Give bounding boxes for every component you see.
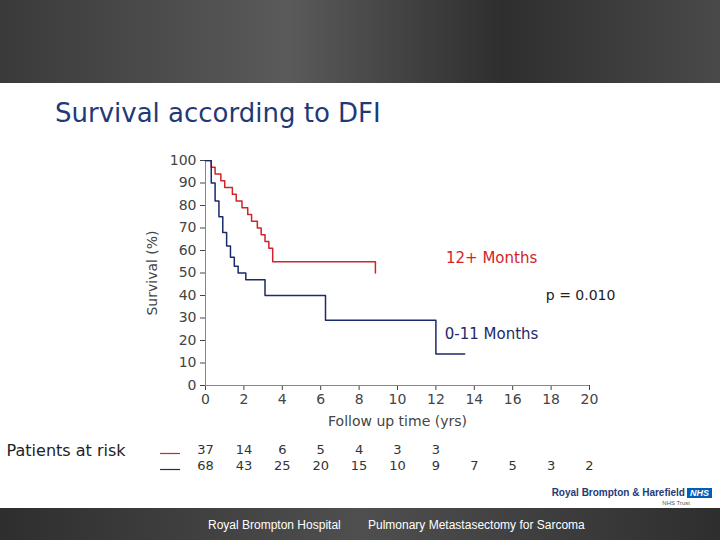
svg-text:3: 3 [393, 442, 401, 457]
html-text:NHS Trust: NHS Trust [662, 500, 690, 506]
html-text:NHS: NHS [690, 488, 709, 498]
svg-text:2: 2 [239, 391, 248, 407]
svg-text:0-11 Months: 0-11 Months [445, 325, 539, 343]
svg-text:70: 70 [179, 219, 197, 235]
svg-text:10: 10 [389, 458, 406, 473]
svg-text:20: 20 [312, 458, 329, 473]
svg-text:14: 14 [236, 442, 253, 457]
svg-text:40: 40 [179, 287, 197, 303]
svg-text:80: 80 [179, 197, 197, 213]
svg-text:0: 0 [201, 391, 210, 407]
svg-text:4: 4 [355, 442, 363, 457]
svg-text:10: 10 [389, 391, 407, 407]
svg-text:37: 37 [197, 442, 214, 457]
svg-text:5: 5 [509, 458, 517, 473]
svg-text:25: 25 [274, 458, 291, 473]
svg-text:90: 90 [179, 174, 197, 190]
svg-text:12+ Months: 12+ Months [446, 249, 537, 267]
svg-text:Patients at risk: Patients at risk [7, 441, 127, 460]
svg-text:2: 2 [585, 458, 593, 473]
html-text:Royal Brompton Hospital: Royal Brompton Hospital [208, 518, 341, 532]
svg-text:7: 7 [470, 458, 478, 473]
svg-text:9: 9 [432, 458, 440, 473]
html-text:Pulmonary Metastasectomy for S: Pulmonary Metastasectomy for Sarcoma [368, 518, 585, 532]
svg-text:68: 68 [197, 458, 214, 473]
svg-text:Survival (%): Survival (%) [144, 230, 160, 315]
svg-text:5: 5 [317, 442, 325, 457]
svg-text:6: 6 [278, 442, 286, 457]
svg-text:10: 10 [179, 354, 197, 370]
svg-text:50: 50 [179, 264, 197, 280]
svg-text:30: 30 [179, 309, 197, 325]
svg-text:18: 18 [542, 391, 560, 407]
svg-text:Follow up time (yrs): Follow up time (yrs) [328, 413, 467, 429]
svg-text:20: 20 [581, 391, 599, 407]
svg-text:15: 15 [351, 458, 368, 473]
svg-text:14: 14 [465, 391, 483, 407]
svg-text:3: 3 [547, 458, 555, 473]
svg-text:100: 100 [170, 152, 197, 168]
svg-text:3: 3 [432, 442, 440, 457]
svg-text:60: 60 [179, 242, 197, 258]
svg-text:8: 8 [355, 391, 364, 407]
svg-text:43: 43 [236, 458, 253, 473]
html-text:Survival according to DFI: Survival according to DFI [55, 98, 381, 128]
html-text:Royal Brompton & Harefield: Royal Brompton & Harefield [551, 487, 685, 498]
svg-text:4: 4 [278, 391, 287, 407]
svg-text:12: 12 [427, 391, 445, 407]
svg-text:20: 20 [179, 332, 197, 348]
svg-text:0: 0 [188, 377, 197, 393]
svg-text:p = 0.010: p = 0.010 [546, 287, 616, 303]
svg-text:6: 6 [316, 391, 325, 407]
svg-text:16: 16 [504, 391, 522, 407]
